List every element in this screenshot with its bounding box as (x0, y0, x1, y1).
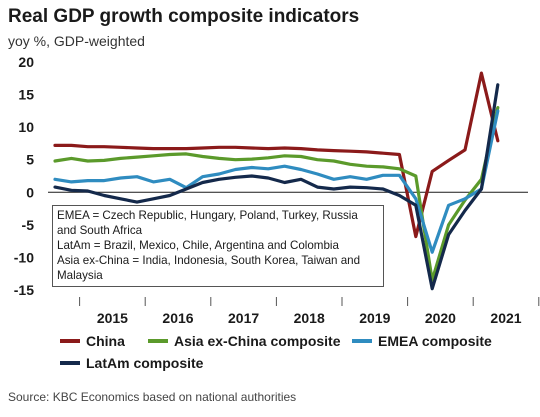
x-tick-label: 2015 (97, 310, 128, 326)
legend-item: China (60, 333, 125, 349)
legend-swatch (60, 339, 80, 343)
legend-swatch (352, 339, 372, 343)
note-line-emea: EMEA = Czech Republic, Hungary, Poland, … (57, 209, 358, 237)
source-note: Source: KBC Economics based on national … (8, 390, 297, 404)
x-tick-label: 2017 (228, 310, 259, 326)
line-chart: -15 -10 -5 0 5 10 15 20 2015 2016 2017 2018 2019 2020… (14, 54, 540, 326)
y-tick-label: -15 (14, 282, 34, 298)
series-line-latam-composite (53, 83, 500, 291)
legend-label: LatAm composite (86, 355, 204, 371)
series-line-china (53, 71, 500, 239)
note-line-asia: Asia ex-China = India, Indonesia, South … (57, 254, 361, 282)
chart-title: Real GDP growth composite indicators (8, 6, 360, 27)
legend-swatch (60, 361, 80, 365)
x-tick-label: 2016 (162, 310, 193, 326)
series-line-emea-composite (53, 109, 500, 254)
x-tick-label: 2020 (425, 310, 456, 326)
y-tick-label: 5 (26, 152, 34, 168)
legend-label: EMEA composite (378, 333, 492, 349)
legend-swatch (148, 339, 168, 343)
y-tick-label: 0 (26, 184, 34, 200)
note-line-latam: LatAm = Brazil, Mexico, Chile, Argentina… (57, 239, 339, 252)
y-tick-label: 20 (18, 54, 34, 70)
y-tick-label: 10 (18, 119, 34, 135)
x-tick-label: 2021 (490, 310, 521, 326)
chart-subtitle: yoy %, GDP-weighted (8, 33, 145, 49)
x-tick-label: 2018 (294, 310, 325, 326)
legend-label: Asia ex-China composite (174, 333, 341, 349)
y-tick-label: -5 (22, 217, 35, 233)
legend-label: China (86, 333, 125, 349)
x-tick-label: 2019 (359, 310, 390, 326)
legend-item: Asia ex-China composite (148, 333, 341, 349)
y-tick-label: 15 (18, 87, 34, 103)
y-tick-label: -10 (14, 249, 34, 265)
legend-item: EMEA composite (352, 333, 492, 349)
legend-item: LatAm composite (60, 355, 203, 371)
country-definitions-note: EMEA = Czech Republic, Hungary, Poland, … (52, 205, 384, 287)
